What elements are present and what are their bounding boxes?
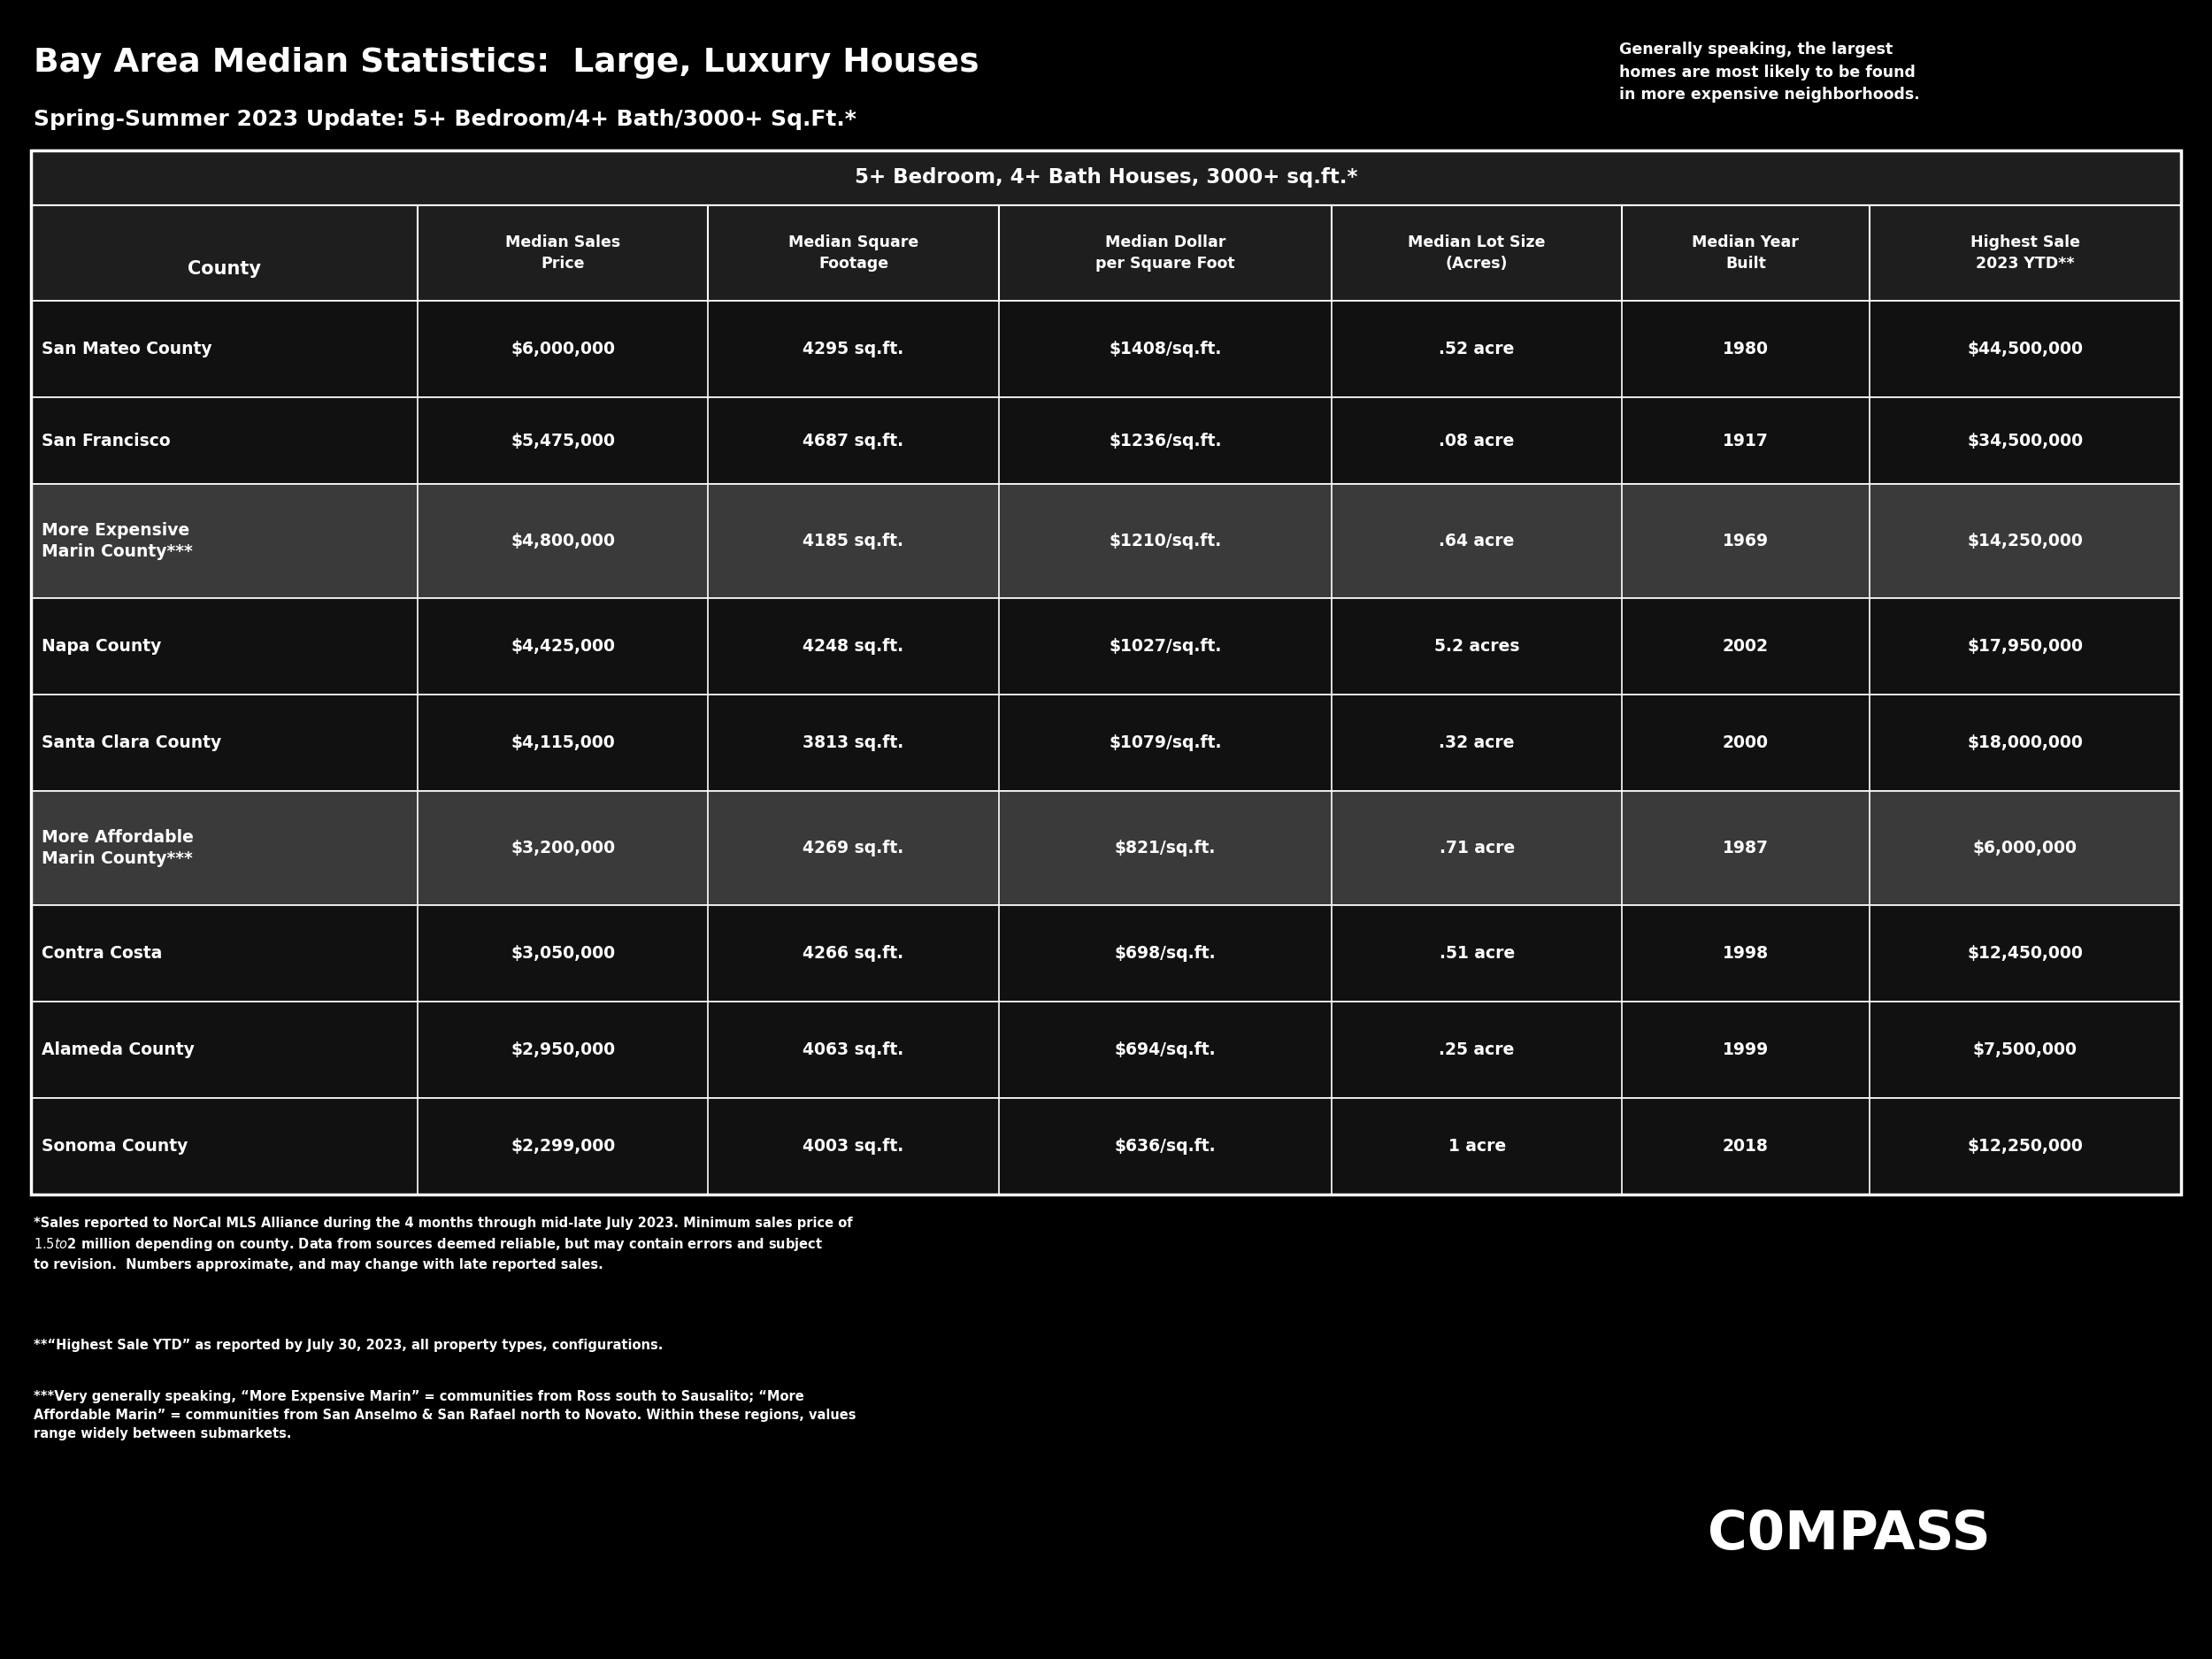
Text: 4295 sq.ft.: 4295 sq.ft. [803,340,905,357]
Text: 1917: 1917 [1723,433,1770,450]
Bar [31,151,2181,1194]
Text: $4,115,000: $4,115,000 [511,735,615,752]
Text: 4266 sq.ft.: 4266 sq.ft. [803,946,905,962]
Text: 2002: 2002 [1723,639,1770,655]
Text: $17,950,000: $17,950,000 [1966,639,2084,655]
Text: 4003 sq.ft.: 4003 sq.ft. [803,1138,905,1155]
Text: More Expensive
Marin County***: More Expensive Marin County*** [42,523,192,561]
Bar [31,151,2181,206]
Text: $14,250,000: $14,250,000 [1966,533,2084,549]
Text: .71 acre: .71 acre [1440,839,1515,856]
Text: $1236/sq.ft.: $1236/sq.ft. [1108,433,1221,450]
Text: $7,500,000: $7,500,000 [1973,1042,2077,1058]
Text: Median Lot Size
(Acres): Median Lot Size (Acres) [1409,234,1546,272]
Text: Spring-Summer 2023 Update: 5+ Bedroom/4+ Bath/3000+ Sq.Ft.*: Spring-Summer 2023 Update: 5+ Bedroom/4+… [33,109,856,129]
Text: $1408/sq.ft.: $1408/sq.ft. [1108,340,1221,357]
Text: 1 acre: 1 acre [1449,1138,1506,1155]
Text: Sonoma County: Sonoma County [42,1138,188,1155]
Text: .64 acre: .64 acre [1440,533,1515,549]
Text: 1980: 1980 [1723,340,1770,357]
Text: ***Very generally speaking, “More Expensive Marin” = communities from Ross south: ***Very generally speaking, “More Expens… [33,1390,856,1440]
Bar [31,1098,2181,1194]
Text: San Mateo County: San Mateo County [42,340,212,357]
Text: $4,800,000: $4,800,000 [511,533,615,549]
Text: 4185 sq.ft.: 4185 sq.ft. [803,533,905,549]
Text: 2000: 2000 [1723,735,1770,752]
Text: 1969: 1969 [1723,533,1770,549]
Text: San Francisco: San Francisco [42,433,170,450]
Text: 1998: 1998 [1723,946,1770,962]
Text: Highest Sale
2023 YTD**: Highest Sale 2023 YTD** [1971,234,2079,272]
Text: .08 acre: .08 acre [1440,433,1515,450]
Text: Median Dollar
per Square Foot: Median Dollar per Square Foot [1095,234,1234,272]
Text: 4269 sq.ft.: 4269 sq.ft. [803,839,905,856]
Text: $1210/sq.ft.: $1210/sq.ft. [1108,533,1221,549]
Text: Contra Costa: Contra Costa [42,946,161,962]
Text: Median Sales
Price: Median Sales Price [507,234,622,272]
Text: $12,450,000: $12,450,000 [1966,946,2084,962]
Text: Santa Clara County: Santa Clara County [42,735,221,752]
Bar [31,791,2181,904]
Text: $3,050,000: $3,050,000 [511,946,615,962]
Text: 4063 sq.ft.: 4063 sq.ft. [803,1042,905,1058]
Text: .52 acre: .52 acre [1440,340,1515,357]
Text: County: County [188,260,261,277]
Text: $821/sq.ft.: $821/sq.ft. [1115,839,1217,856]
Text: More Affordable
Marin County***: More Affordable Marin County*** [42,830,195,866]
Text: 4248 sq.ft.: 4248 sq.ft. [803,639,905,655]
Text: Generally speaking, the largest
homes are most likely to be found
in more expens: Generally speaking, the largest homes ar… [1619,41,1920,103]
Text: $3,200,000: $3,200,000 [511,839,615,856]
Bar [31,300,2181,398]
Text: .25 acre: .25 acre [1440,1042,1515,1058]
Text: $12,250,000: $12,250,000 [1966,1138,2084,1155]
Text: $4,425,000: $4,425,000 [511,639,615,655]
Text: $1027/sq.ft.: $1027/sq.ft. [1108,639,1221,655]
Text: $1079/sq.ft.: $1079/sq.ft. [1108,735,1221,752]
Bar [31,695,2181,791]
Text: $6,000,000: $6,000,000 [511,340,615,357]
Text: $2,299,000: $2,299,000 [511,1138,615,1155]
Text: 1999: 1999 [1723,1042,1770,1058]
Text: C0MPASS: C0MPASS [1708,1510,1991,1561]
Text: Napa County: Napa County [42,639,161,655]
Bar [31,398,2181,484]
Text: .32 acre: .32 acre [1440,735,1515,752]
Bar [31,904,2181,1002]
Text: $698/sq.ft.: $698/sq.ft. [1115,946,1217,962]
Text: 5+ Bedroom, 4+ Bath Houses, 3000+ sq.ft.*: 5+ Bedroom, 4+ Bath Houses, 3000+ sq.ft.… [854,168,1358,187]
Text: 4687 sq.ft.: 4687 sq.ft. [803,433,905,450]
Text: Median Year
Built: Median Year Built [1692,234,1798,272]
Text: .51 acre: .51 acre [1440,946,1515,962]
Text: $18,000,000: $18,000,000 [1966,735,2084,752]
Bar [31,1002,2181,1098]
Text: $694/sq.ft.: $694/sq.ft. [1115,1042,1217,1058]
Text: Bay Area Median Statistics:  Large, Luxury Houses: Bay Area Median Statistics: Large, Luxur… [33,46,980,78]
Bar [31,484,2181,599]
Text: 3813 sq.ft.: 3813 sq.ft. [803,735,905,752]
Text: $5,475,000: $5,475,000 [511,433,615,450]
Text: $636/sq.ft.: $636/sq.ft. [1115,1138,1217,1155]
Text: **“Highest Sale YTD” as reported by July 30, 2023, all property types, configura: **“Highest Sale YTD” as reported by July… [33,1339,664,1352]
Text: *Sales reported to NorCal MLS Alliance during the 4 months through mid-late July: *Sales reported to NorCal MLS Alliance d… [33,1216,852,1271]
Text: Alameda County: Alameda County [42,1042,195,1058]
Text: $44,500,000: $44,500,000 [1966,340,2084,357]
Text: Median Square
Footage: Median Square Footage [787,234,918,272]
Bar [31,599,2181,695]
Text: 1987: 1987 [1723,839,1770,856]
Text: $2,950,000: $2,950,000 [511,1042,615,1058]
Text: $6,000,000: $6,000,000 [1973,839,2077,856]
Text: 2018: 2018 [1723,1138,1770,1155]
Text: $34,500,000: $34,500,000 [1966,433,2084,450]
Bar [31,206,2181,300]
Text: 5.2 acres: 5.2 acres [1433,639,1520,655]
